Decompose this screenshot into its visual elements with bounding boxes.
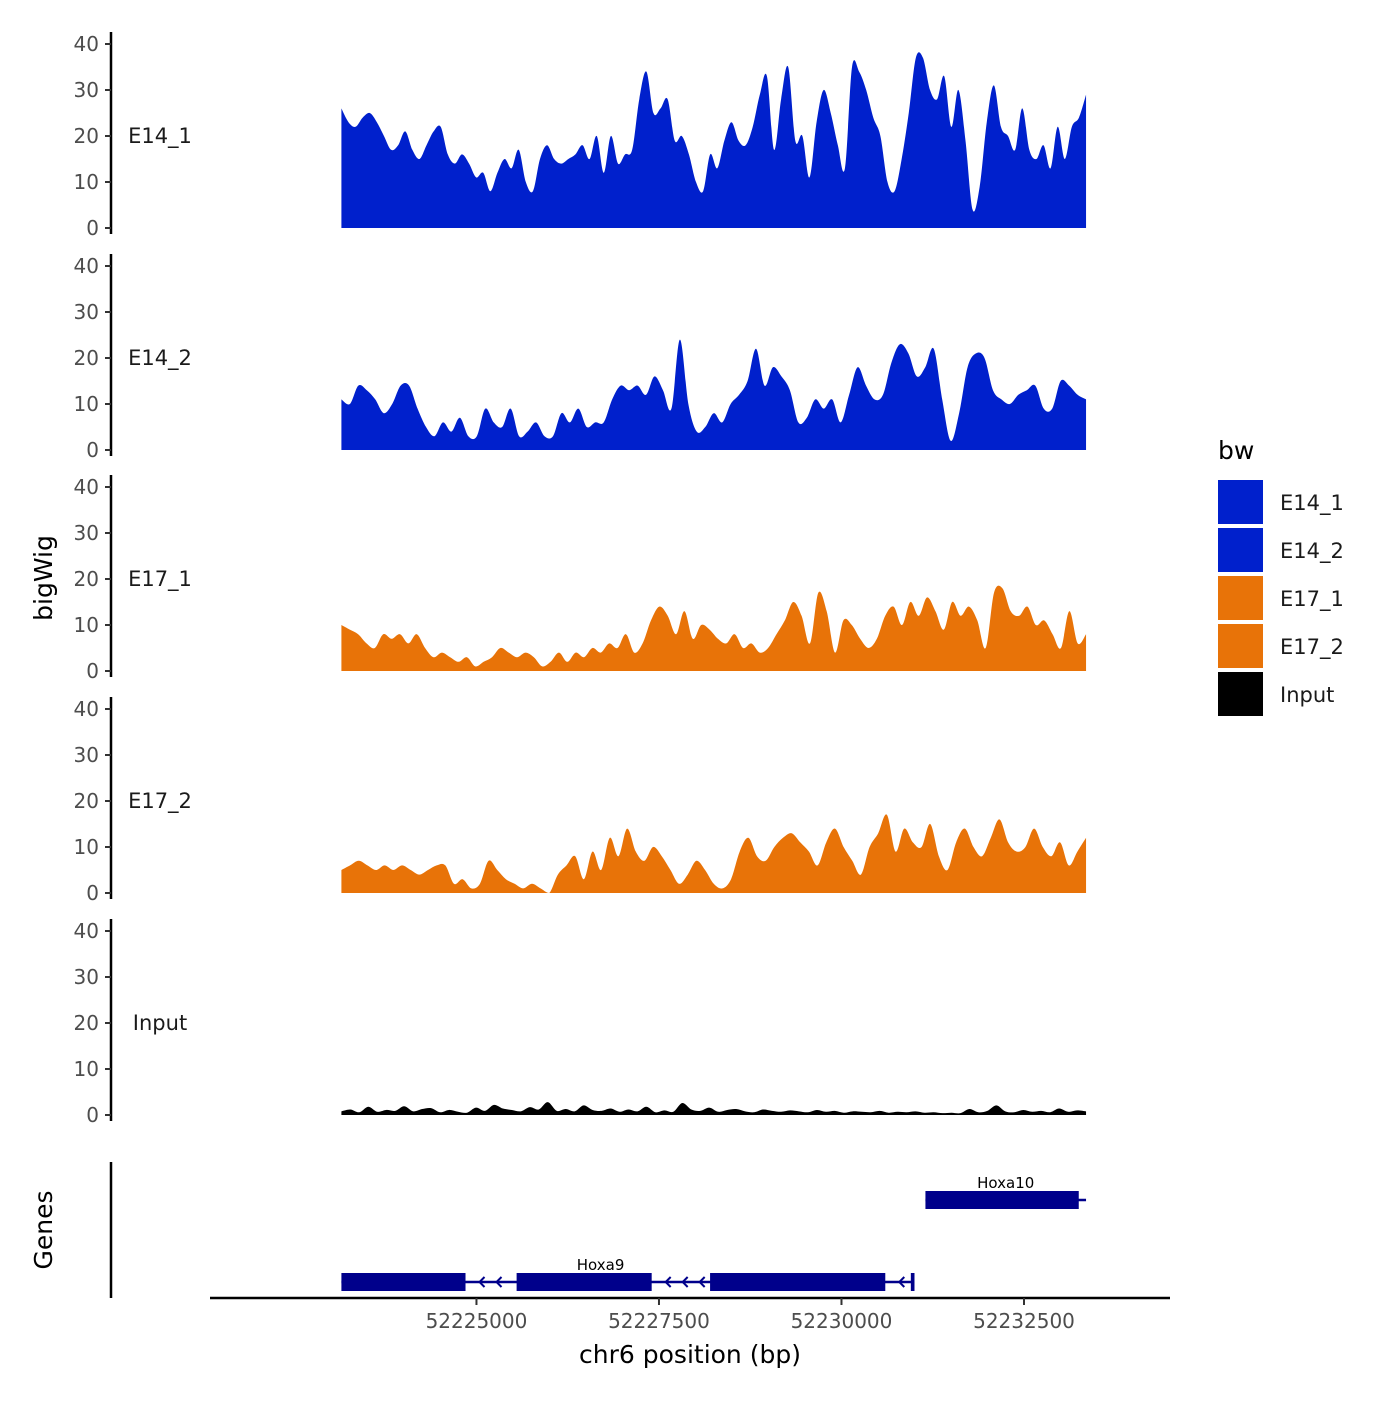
y-tick-label: 40 (74, 254, 99, 278)
track-label: E17_2 (128, 789, 192, 814)
y-tick-label: 30 (74, 965, 99, 989)
legend-label: E17_2 (1280, 635, 1344, 660)
y-tick-label: 10 (74, 835, 99, 859)
legend-swatch-e17_1 (1218, 576, 1263, 620)
signal-area-input (341, 1102, 1087, 1115)
legend-label: E14_2 (1280, 539, 1344, 564)
track-label: Input (133, 1011, 187, 1035)
y-tick-label: 10 (74, 613, 99, 637)
y-tick-label: 10 (74, 1057, 99, 1081)
legend-label: E14_1 (1280, 491, 1344, 516)
x-tick-label: 52225000 (426, 1309, 528, 1333)
strand-arrow (495, 1276, 503, 1288)
y-tick-label: 40 (74, 697, 99, 721)
legend-title: bw (1218, 436, 1254, 465)
strand-arrow (681, 1276, 689, 1288)
signal-area-e14_1 (341, 52, 1087, 228)
y-axis-title: bigWig (29, 535, 58, 621)
track-panels: 0 10 20 30 40 E14_1 0 10 20 30 40 E14_2 0 10 20 30 40 E17… (74, 32, 1087, 1127)
gene-exon (925, 1191, 1079, 1209)
y-tick-label: 30 (74, 743, 99, 767)
x-tick-label: 52227500 (608, 1309, 710, 1333)
gene-exon (516, 1273, 652, 1291)
x-axis: 52225000 52227500 52230000 52232500 (210, 1296, 1170, 1333)
y-tick-label: 40 (74, 919, 99, 943)
y-tick-label: 20 (74, 567, 99, 591)
y-tick-label: 10 (74, 392, 99, 416)
gene-hoxa10: Hoxa10 (925, 1174, 1087, 1209)
gene-exon (341, 1273, 466, 1291)
y-tick-label: 0 (86, 1103, 99, 1127)
x-tick-label: 52230000 (791, 1309, 893, 1333)
gene-exon (710, 1273, 886, 1291)
legend-swatch-e14_1 (1218, 480, 1263, 524)
genes-axis-title: Genes (29, 1190, 58, 1269)
track-panel-e14_2: 0 10 20 30 40 E14_2 (74, 254, 1087, 462)
gene-hoxa9: Hoxa9 (341, 1256, 915, 1291)
y-tick-label: 0 (86, 659, 99, 683)
track-panel-e17_2: 0 10 20 30 40 E17_2 (74, 697, 1087, 905)
y-tick-label: 0 (86, 438, 99, 462)
legend-swatch-e17_2 (1218, 624, 1263, 668)
y-tick-label: 30 (74, 521, 99, 545)
track-panel-input: 0 10 20 30 40 Input (74, 919, 1087, 1127)
strand-arrow (897, 1276, 905, 1288)
strand-arrow (664, 1276, 672, 1288)
legend-label: Input (1280, 683, 1334, 707)
legend: bw E14_1 E14_2 E17_1 E17_2 Input (1218, 436, 1344, 716)
signal-area-e14_2 (341, 339, 1087, 450)
x-tick-label: 52232500 (973, 1309, 1075, 1333)
y-tick-label: 10 (74, 170, 99, 194)
legend-swatch-input (1218, 672, 1263, 716)
y-tick-label: 20 (74, 124, 99, 148)
y-tick-label: 30 (74, 300, 99, 324)
y-tick-label: 20 (74, 1011, 99, 1035)
y-tick-label: 30 (74, 78, 99, 102)
strand-arrow (698, 1276, 706, 1288)
y-tick-label: 20 (74, 789, 99, 813)
track-label: E14_2 (128, 346, 192, 371)
track-label: E17_1 (128, 567, 192, 592)
genes-panel: Hoxa10 Hoxa9 (109, 1162, 1087, 1298)
y-tick-label: 40 (74, 475, 99, 499)
gene-label: Hoxa10 (977, 1174, 1034, 1192)
legend-label: E17_1 (1280, 587, 1344, 612)
track-panel-e14_1: 0 10 20 30 40 E14_1 (74, 32, 1087, 240)
y-tick-label: 20 (74, 346, 99, 370)
strand-arrow (478, 1276, 486, 1288)
signal-area-e17_2 (341, 814, 1087, 893)
track-panel-e17_1: 0 10 20 30 40 E17_1 (74, 475, 1087, 683)
gene-label: Hoxa9 (577, 1256, 625, 1274)
legend-swatch-e14_2 (1218, 528, 1263, 572)
gene-exon (910, 1273, 915, 1291)
x-axis-title: chr6 position (bp) (579, 1340, 801, 1369)
y-tick-label: 40 (74, 32, 99, 56)
track-label: E14_1 (128, 124, 192, 149)
y-tick-label: 0 (86, 881, 99, 905)
y-tick-label: 0 (86, 216, 99, 240)
signal-area-e17_1 (341, 585, 1087, 671)
